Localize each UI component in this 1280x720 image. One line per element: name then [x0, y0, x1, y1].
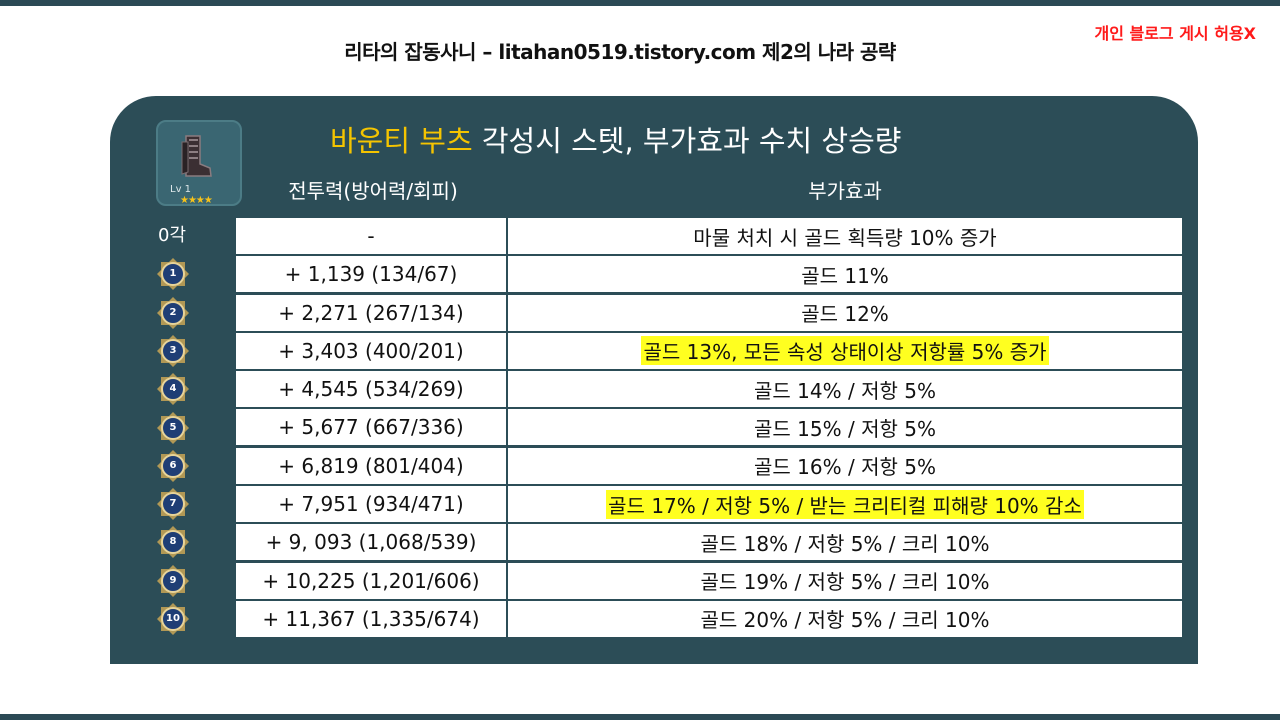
stage-badge-icon: 7: [156, 487, 190, 521]
awakening-table: - 마물 처치 시 골드 획득량 10% 증가 + 1,139 (134/67) 골드…: [236, 218, 1182, 639]
copyright-notice: 개인 블로그 게시 허용X: [1094, 24, 1256, 43]
stage-number: 2: [169, 306, 177, 318]
effect-text: 골드 14% / 저항 5%: [754, 378, 936, 403]
stage-badge-icon: 6: [156, 449, 190, 483]
column-header-effect: 부가효과: [808, 179, 882, 203]
effect-cell: 골드 20% / 저항 5% / 크리 10%: [508, 601, 1182, 637]
power-cell: + 6,819 (801/404): [236, 447, 508, 484]
effect-cell: 골드 12%: [508, 295, 1182, 331]
effect-text: 마물 처치 시 골드 획득량 10% 증가: [693, 225, 997, 250]
table-row: + 9, 093 (1,068/539) 골드 18% / 저항 5% / 크리 …: [236, 524, 1182, 561]
stage-badge-icon: 10: [156, 602, 190, 636]
power-cell: + 10,225 (1,201/606): [236, 562, 508, 599]
power-cell: + 3,403 (400/201): [236, 332, 508, 369]
effect-text: 골드 12%: [801, 302, 889, 327]
base-stage-label: 0각: [158, 225, 187, 246]
stage-badge-icon: 5: [156, 411, 190, 445]
top-border: [0, 0, 1280, 6]
power-cell: + 7,951 (934/471): [236, 486, 508, 523]
effect-text: 골드 20% / 저항 5% / 크리 10%: [700, 608, 990, 633]
table-row: - 마물 처치 시 골드 획득량 10% 증가: [236, 218, 1182, 254]
effect-text: 골드 15% / 저항 5%: [754, 416, 936, 441]
highlighted-effect-text: 골드 13%, 모든 속성 상태이상 저항률 5% 증가: [641, 336, 1049, 366]
table-row: + 7,951 (934/471) 골드 17% / 저항 5% / 받는 크리티…: [236, 486, 1182, 523]
table-row: + 10,225 (1,201/606) 골드 19% / 저항 5% / 크리 …: [236, 562, 1182, 599]
stage-number: 7: [169, 498, 177, 510]
power-cell: + 2,271 (267/134): [236, 294, 508, 331]
stage-number: 1: [169, 268, 177, 280]
power-cell: + 9, 093 (1,068/539): [236, 524, 508, 561]
bottom-border: [0, 714, 1280, 720]
power-cell: + 5,677 (667/336): [236, 409, 508, 446]
effect-cell: 골드 15% / 저항 5%: [508, 409, 1182, 445]
stage-number: 10: [166, 613, 180, 624]
effect-text: 골드 16% / 저항 5%: [754, 455, 936, 480]
table-row: + 11,367 (1,335/674) 골드 20% / 저항 5% / 크리 …: [236, 600, 1182, 637]
stage-number: 3: [169, 344, 177, 356]
table-row: + 6,819 (801/404) 골드 16% / 저항 5%: [236, 447, 1182, 484]
power-cell: + 11,367 (1,335/674): [236, 600, 508, 637]
power-cell: + 4,545 (534/269): [236, 371, 508, 408]
panel-title: 바운티 부츠 각성시 스텟, 부가효과 수치 상승량: [330, 118, 901, 160]
stage-badge-icon: 3: [156, 334, 190, 368]
item-stars: ★★★★: [180, 195, 213, 206]
power-cell: + 1,139 (134/67): [236, 256, 508, 293]
table-row: + 4,545 (534/269) 골드 14% / 저항 5%: [236, 371, 1182, 408]
stage-number: 4: [169, 383, 177, 395]
item-name: 바운티 부츠: [330, 124, 473, 158]
effect-cell: 골드 19% / 저항 5% / 크리 10%: [508, 563, 1182, 599]
item-level: Lv 1: [170, 184, 192, 195]
effect-cell: 골드 13%, 모든 속성 상태이상 저항률 5% 증가: [508, 333, 1182, 369]
column-header-power: 전투력(방어력/회피): [288, 179, 458, 203]
stage-number: 9: [169, 574, 177, 586]
table-row: + 1,139 (134/67) 골드 11%: [236, 256, 1182, 293]
stage-badge-icon: 2: [156, 296, 190, 330]
effect-cell: 마물 처치 시 골드 획득량 10% 증가: [508, 218, 1182, 254]
effect-text: 골드 11%: [801, 263, 889, 288]
effect-cell: 골드 14% / 저항 5%: [508, 371, 1182, 407]
effect-cell: 골드 11%: [508, 256, 1182, 292]
table-row: + 3,403 (400/201) 골드 13%, 모든 속성 상태이상 저항률 …: [236, 332, 1182, 369]
boots-icon: [181, 135, 212, 177]
stage-badge-icon: 9: [156, 564, 190, 598]
stage-number: 5: [169, 421, 177, 433]
page-title: 리타의 잡동사니 – litahan0519.tistory.com 제2의 나…: [344, 40, 896, 64]
stage-number: 6: [169, 459, 177, 471]
effect-cell: 골드 17% / 저항 5% / 받는 크리티컬 피해량 10% 감소: [508, 486, 1182, 522]
effect-cell: 골드 18% / 저항 5% / 크리 10%: [508, 524, 1182, 560]
table-row: + 5,677 (667/336) 골드 15% / 저항 5%: [236, 409, 1182, 446]
effect-text: 골드 19% / 저항 5% / 크리 10%: [700, 570, 990, 595]
panel-title-rest: 각성시 스텟, 부가효과 수치 상승량: [472, 124, 902, 158]
stage-number: 8: [169, 536, 177, 548]
power-cell: -: [236, 218, 508, 254]
effect-text: 골드 18% / 저항 5% / 크리 10%: [700, 531, 990, 556]
stage-badge-icon: 1: [156, 257, 190, 291]
highlighted-effect-text: 골드 17% / 저항 5% / 받는 크리티컬 피해량 10% 감소: [606, 489, 1084, 519]
stage-badge-icon: 8: [156, 525, 190, 559]
table-row: + 2,271 (267/134) 골드 12%: [236, 294, 1182, 331]
item-icon-frame: [156, 120, 242, 206]
stage-badge-icon: 4: [156, 372, 190, 406]
effect-cell: 골드 16% / 저항 5%: [508, 448, 1182, 484]
